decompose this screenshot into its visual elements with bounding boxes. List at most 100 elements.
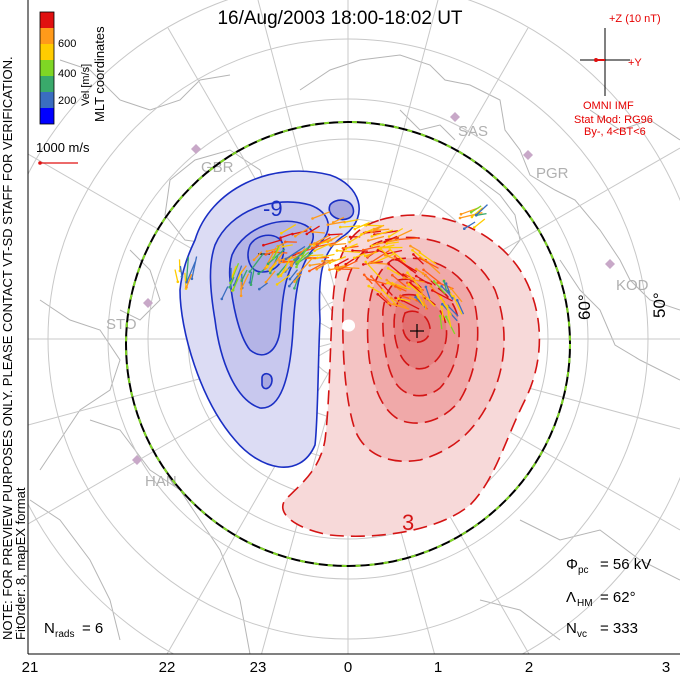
velocity-vector bbox=[440, 306, 445, 321]
velocity-vector-origin bbox=[257, 272, 260, 276]
velocity-vector-origin bbox=[364, 260, 368, 264]
velocity-vectors bbox=[174, 204, 488, 335]
velocity-vector bbox=[185, 257, 190, 281]
velocity-vector-origin bbox=[268, 269, 272, 272]
velocity-vector-origin bbox=[402, 276, 406, 279]
velocity-vector bbox=[312, 231, 325, 234]
velocity-vector-origin bbox=[252, 258, 256, 262]
velocity-vector-origin bbox=[370, 230, 373, 234]
velocity-vector bbox=[403, 276, 425, 283]
velocity-vector-origin bbox=[366, 255, 369, 258]
velocity-vector bbox=[384, 235, 398, 243]
velocity-vector bbox=[264, 247, 277, 269]
velocity-vector-origin bbox=[431, 289, 434, 292]
velocity-vector-origin bbox=[449, 287, 453, 290]
velocity-vector bbox=[296, 251, 310, 263]
velocity-vector bbox=[387, 267, 401, 276]
velocity-vector-origin bbox=[383, 240, 387, 244]
velocity-vector-origin bbox=[311, 217, 314, 220]
velocity-vector bbox=[269, 262, 277, 271]
velocity-vector bbox=[322, 259, 336, 262]
velocity-vector bbox=[312, 211, 331, 220]
velocity-vector bbox=[292, 230, 308, 235]
colorbar-label: Vel [m/s] bbox=[80, 64, 92, 106]
velocity-vector-origin bbox=[387, 235, 391, 238]
velocity-vector bbox=[288, 270, 303, 287]
velocity-vector bbox=[398, 297, 411, 302]
velocity-vector-origin bbox=[313, 242, 316, 245]
map-title: 16/Aug/2003 18:00-18:02 UT bbox=[217, 8, 462, 29]
velocity-vector-origin bbox=[313, 249, 316, 253]
velocity-vector bbox=[423, 269, 442, 285]
velocity-vector bbox=[425, 286, 431, 299]
velocity-vector-origin bbox=[429, 284, 433, 288]
velocity-vector bbox=[232, 278, 239, 291]
velocity-vector bbox=[344, 218, 359, 223]
velocity-vector bbox=[463, 221, 476, 230]
radar-label-kod: KOD bbox=[616, 277, 649, 294]
velocity-vector bbox=[410, 245, 421, 253]
velocity-vector bbox=[445, 283, 451, 294]
radar-label-sto: STO bbox=[106, 316, 137, 333]
mlt-label-0: 0 bbox=[344, 659, 352, 674]
side-notes: NOTE: FOR PREVIEW PURPOSES ONLY. PLEASE … bbox=[0, 56, 28, 640]
velocity-vector-origin bbox=[293, 287, 296, 290]
velocity-vector-origin bbox=[309, 243, 312, 246]
velocity-vector-origin bbox=[278, 259, 281, 262]
velocity-vector bbox=[353, 252, 366, 259]
radar-label-han: HAN bbox=[145, 473, 177, 490]
velocity-vector bbox=[327, 221, 346, 226]
radar-label-pgr: PGR bbox=[536, 165, 569, 182]
velocity-vector bbox=[368, 285, 381, 294]
velocity-vector bbox=[306, 225, 320, 235]
velocity-vector bbox=[395, 297, 406, 303]
lambda-hm-value: = 62° bbox=[600, 589, 636, 606]
phi-pc-value: = 56 kV bbox=[600, 556, 651, 573]
velocity-vector bbox=[253, 251, 263, 261]
velocity-vector-origin bbox=[277, 275, 280, 278]
velocity-vector bbox=[395, 258, 418, 273]
velocity-vector bbox=[309, 261, 326, 272]
velocity-vector bbox=[314, 235, 330, 244]
velocity-vector-origin bbox=[264, 280, 268, 284]
fit-order-note: FitOrder: 8, mapEX format bbox=[13, 487, 28, 640]
velocity-vector bbox=[174, 269, 179, 282]
velocity-vector bbox=[332, 216, 345, 223]
velocity-vector bbox=[249, 271, 253, 283]
velocity-vector-origin bbox=[469, 211, 473, 214]
velocity-vector-origin bbox=[352, 256, 356, 260]
velocity-vector bbox=[416, 294, 425, 307]
velocity-vector bbox=[186, 261, 196, 283]
velocity-vector-origin bbox=[388, 248, 392, 251]
velocity-vector bbox=[470, 205, 482, 213]
coordinates-label: MLT coordinates bbox=[92, 26, 107, 122]
velocity-vector-origin bbox=[370, 244, 374, 247]
velocity-vector-origin bbox=[459, 212, 463, 216]
velocity-vector bbox=[278, 268, 289, 277]
velocity-vector bbox=[270, 252, 284, 270]
vector-scale: 1000 m/s bbox=[36, 140, 90, 165]
velocity-vector bbox=[294, 273, 302, 283]
velocity-vector bbox=[352, 249, 368, 252]
velocity-vector-origin bbox=[344, 263, 348, 266]
velocity-vector bbox=[329, 242, 347, 246]
velocity-vector-origin bbox=[315, 243, 319, 246]
velocity-vector-origin bbox=[240, 279, 244, 283]
velocity-vector bbox=[221, 286, 229, 300]
velocity-vector-origin bbox=[387, 301, 390, 305]
latitude-labels: 60° 50° bbox=[575, 292, 669, 320]
velocity-vector-origin bbox=[458, 216, 462, 220]
velocity-vector bbox=[296, 246, 318, 254]
vector-scale-label: 1000 m/s bbox=[36, 140, 90, 155]
velocity-vector-origin bbox=[265, 265, 269, 269]
velocity-vector bbox=[400, 295, 412, 300]
velocity-vector-origin bbox=[335, 265, 339, 269]
imf-z-label: +Z (10 nT) bbox=[609, 13, 661, 25]
velocity-vector-origin bbox=[335, 249, 339, 252]
velocity-vector-origin bbox=[389, 296, 393, 300]
velocity-vector-origin bbox=[381, 283, 385, 287]
velocity-vector-origin bbox=[284, 257, 288, 261]
velocity-vector-origin bbox=[394, 296, 397, 300]
velocity-vector-origin bbox=[289, 263, 293, 266]
